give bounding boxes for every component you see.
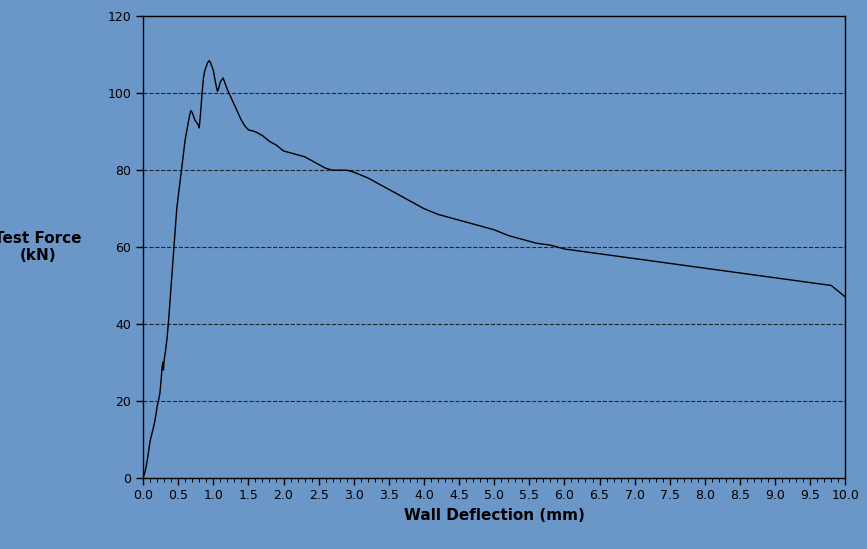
X-axis label: Wall Deflection (mm): Wall Deflection (mm) [404,508,584,523]
Y-axis label: Test Force
(kN): Test Force (kN) [0,231,81,264]
